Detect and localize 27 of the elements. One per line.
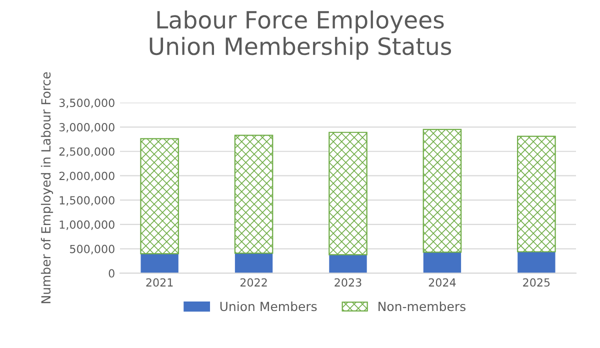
bar — [328, 132, 368, 256]
y-tick-label: 0 — [108, 269, 114, 278]
legend-label: Non-members — [378, 301, 466, 312]
x-tick-label: 2021 — [146, 278, 173, 287]
y-tick-label: 1,500,000 — [60, 196, 114, 206]
bar — [518, 252, 556, 274]
bar — [234, 134, 274, 254]
chart-title: Labour Force Employees Union Membership Status — [150, 10, 452, 60]
y-axis-title: Number of Employed in Labour Force — [40, 72, 54, 304]
bar — [234, 253, 273, 274]
bar — [517, 136, 556, 252]
bar — [329, 254, 367, 274]
bar — [140, 138, 179, 254]
y-tick-label: 500,000 — [70, 244, 114, 254]
y-tick-label: 1,000,000 — [60, 220, 114, 230]
x-tick-label: 2025 — [523, 278, 550, 287]
legend-label: Union Members — [220, 301, 317, 312]
bar — [423, 252, 462, 274]
bar — [140, 254, 178, 274]
x-tick-label: 2023 — [334, 278, 362, 287]
x-tick-label: 2024 — [428, 278, 456, 287]
y-tick-label: 3,000,000 — [59, 122, 114, 133]
x-tick-label: 2022 — [240, 278, 267, 287]
bar — [422, 128, 462, 253]
y-tick-label: 3,500,000 — [59, 98, 114, 108]
y-tick-label: 2,000,000 — [59, 172, 114, 182]
y-tick-label: 2,500,000 — [59, 147, 114, 157]
